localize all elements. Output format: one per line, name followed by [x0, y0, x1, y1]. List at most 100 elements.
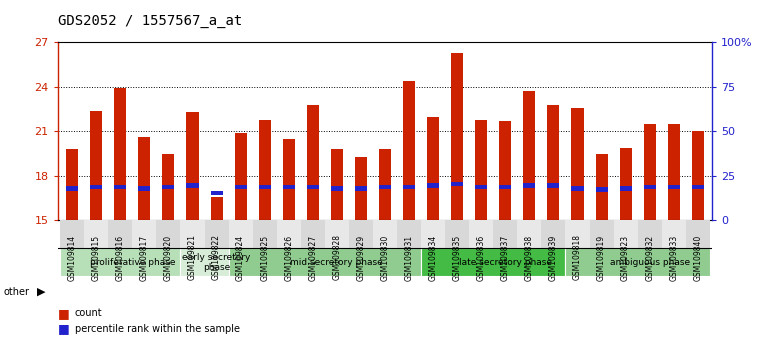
Text: GSM109838: GSM109838 — [525, 234, 534, 280]
Bar — [403, 185, 415, 189]
Bar — [235, 133, 246, 221]
Bar — [355, 186, 367, 191]
Bar — [379, 149, 391, 221]
Text: GSM109829: GSM109829 — [357, 234, 366, 280]
Bar — [109, 221, 132, 248]
Bar — [283, 139, 295, 221]
Bar — [60, 221, 84, 248]
Bar — [331, 149, 343, 221]
Bar — [451, 182, 464, 186]
Text: GSM109815: GSM109815 — [92, 234, 101, 280]
Bar — [306, 105, 319, 221]
Bar — [445, 221, 469, 248]
Text: early secretory
phase: early secretory phase — [182, 252, 251, 272]
Bar — [590, 221, 614, 248]
Bar — [139, 137, 150, 221]
Text: GSM109818: GSM109818 — [573, 234, 582, 280]
Bar — [547, 105, 560, 221]
Text: other: other — [4, 287, 30, 297]
Bar — [60, 248, 180, 276]
Text: ■: ■ — [58, 307, 69, 320]
Bar — [427, 117, 439, 221]
Bar — [668, 185, 680, 189]
Text: GSM109839: GSM109839 — [549, 234, 558, 281]
Bar — [691, 131, 704, 221]
Bar — [276, 221, 301, 248]
Bar — [114, 185, 126, 189]
Text: percentile rank within the sample: percentile rank within the sample — [75, 324, 239, 333]
Bar — [355, 157, 367, 221]
Text: GSM109831: GSM109831 — [404, 234, 413, 280]
Bar — [517, 221, 541, 248]
Bar — [691, 185, 704, 189]
Bar — [524, 183, 535, 188]
Bar — [259, 185, 271, 189]
Text: ambiguous phase: ambiguous phase — [610, 258, 690, 267]
Bar — [421, 248, 565, 276]
Bar — [162, 154, 175, 221]
Bar — [259, 120, 271, 221]
Bar — [541, 221, 565, 248]
Bar — [494, 221, 517, 248]
Bar — [469, 221, 494, 248]
Bar — [373, 221, 397, 248]
Bar — [180, 248, 229, 276]
Bar — [180, 221, 205, 248]
Bar — [210, 191, 223, 195]
Bar — [475, 185, 487, 189]
Bar — [403, 81, 415, 221]
Text: mid secretory phase: mid secretory phase — [290, 258, 383, 267]
Bar — [421, 221, 445, 248]
Bar — [595, 187, 608, 192]
Text: GSM109821: GSM109821 — [188, 234, 197, 280]
Bar — [499, 185, 511, 189]
Text: GSM109832: GSM109832 — [645, 234, 654, 280]
Bar — [547, 183, 560, 188]
Text: GSM109836: GSM109836 — [477, 234, 486, 281]
Text: ■: ■ — [58, 322, 69, 335]
Bar — [235, 185, 246, 189]
Bar — [668, 124, 680, 221]
Text: GSM109840: GSM109840 — [693, 234, 702, 281]
Text: GSM109823: GSM109823 — [621, 234, 630, 280]
Bar — [90, 185, 102, 189]
Bar — [644, 185, 656, 189]
Bar — [379, 185, 391, 189]
Bar — [156, 221, 180, 248]
Bar — [66, 186, 79, 191]
Bar — [205, 221, 229, 248]
Bar — [620, 148, 631, 221]
Text: GSM109820: GSM109820 — [164, 234, 173, 280]
Bar — [325, 221, 349, 248]
Text: GSM109830: GSM109830 — [380, 234, 390, 281]
Bar — [210, 197, 223, 221]
Bar — [571, 186, 584, 191]
Text: GDS2052 / 1557567_a_at: GDS2052 / 1557567_a_at — [58, 14, 242, 28]
Bar — [229, 221, 253, 248]
Bar — [349, 221, 373, 248]
Bar — [331, 186, 343, 191]
Bar — [451, 53, 464, 221]
Text: GSM109822: GSM109822 — [212, 234, 221, 280]
Bar — [565, 248, 710, 276]
Bar — [661, 221, 686, 248]
Text: count: count — [75, 308, 102, 318]
Text: GSM109814: GSM109814 — [68, 234, 77, 280]
Bar — [66, 149, 79, 221]
Text: GSM109835: GSM109835 — [453, 234, 462, 281]
Bar — [565, 221, 590, 248]
Bar — [132, 221, 156, 248]
Text: GSM109828: GSM109828 — [333, 234, 341, 280]
Bar — [686, 221, 710, 248]
Bar — [162, 185, 175, 189]
Bar — [229, 248, 421, 276]
Text: GSM109826: GSM109826 — [284, 234, 293, 280]
Text: GSM109833: GSM109833 — [669, 234, 678, 281]
Bar — [524, 91, 535, 221]
Text: GSM109825: GSM109825 — [260, 234, 269, 280]
Text: GSM109819: GSM109819 — [597, 234, 606, 280]
Bar — [595, 154, 608, 221]
Bar — [114, 88, 126, 221]
Text: GSM109827: GSM109827 — [308, 234, 317, 280]
Bar — [620, 186, 631, 191]
